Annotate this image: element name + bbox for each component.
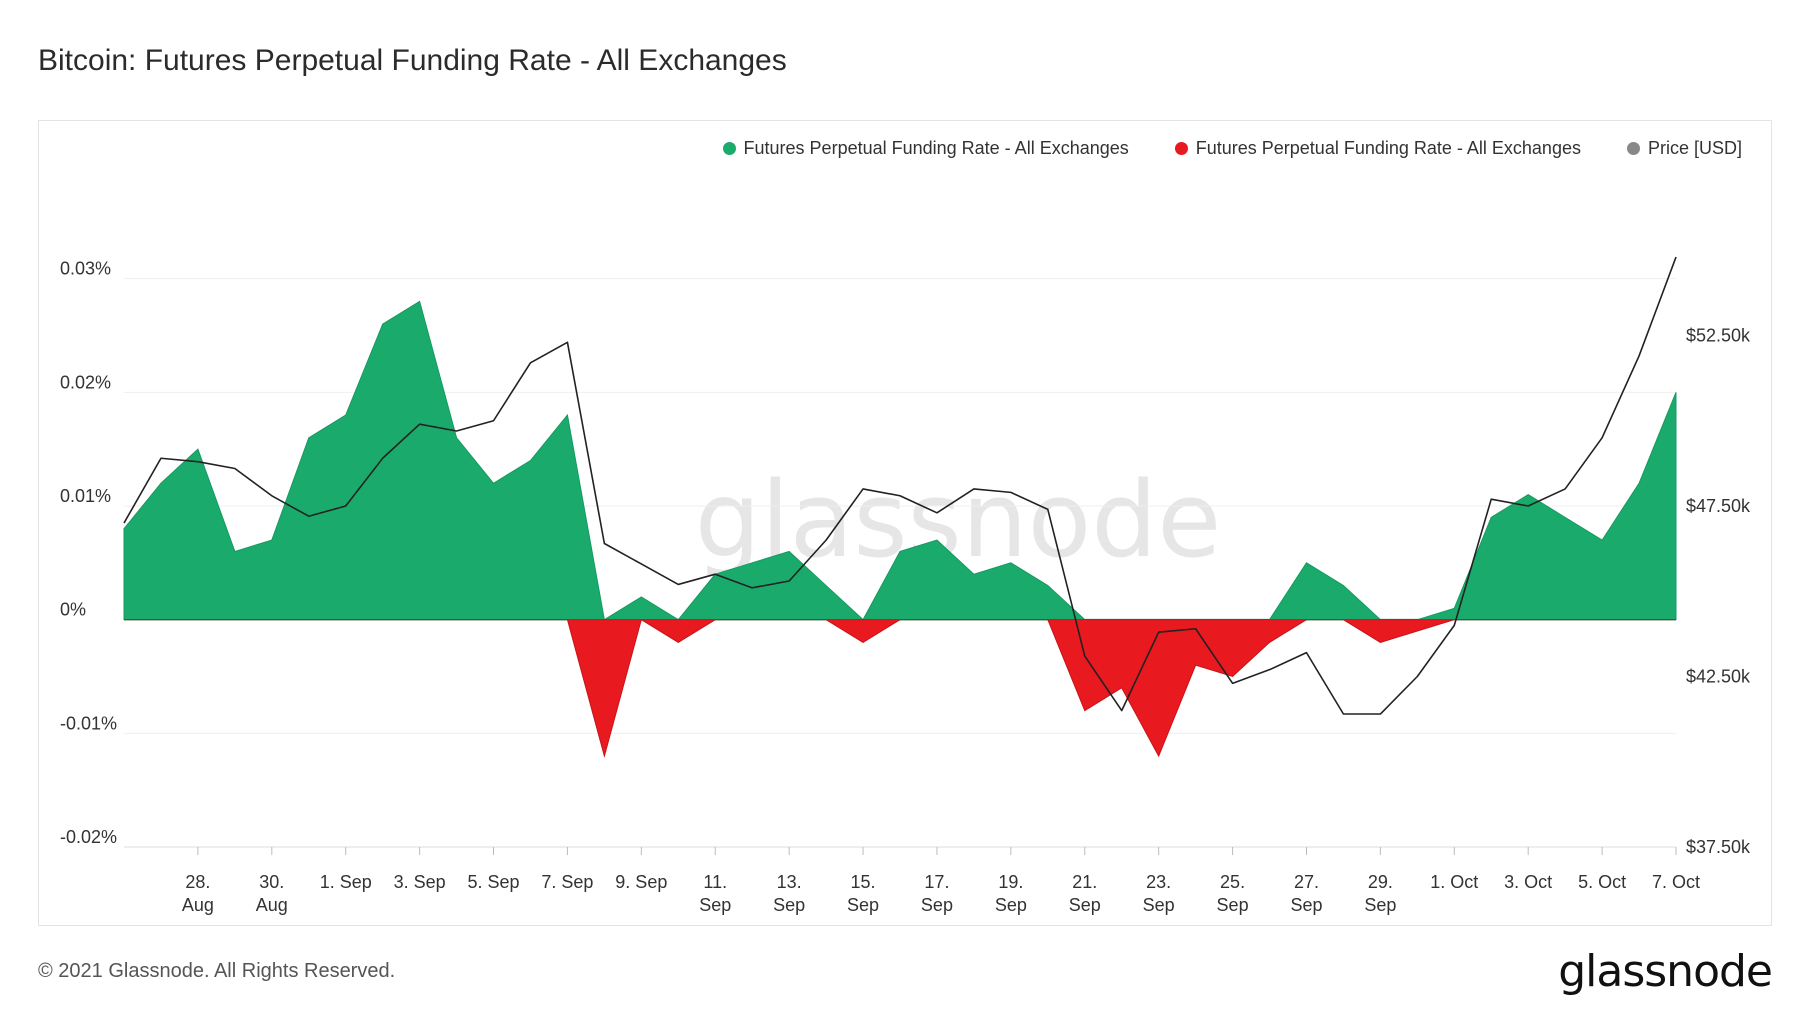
y-left-tick-label: -0.01%: [60, 713, 117, 733]
x-tick-label: 1. Oct: [1430, 872, 1478, 892]
x-tick-label-line2: Sep: [1217, 895, 1249, 915]
x-tick-label: 30.: [259, 872, 284, 892]
funding-negative-area: [124, 618, 1676, 758]
x-tick-label: 17.: [924, 872, 949, 892]
y-right-tick-label: $42.50k: [1686, 667, 1751, 687]
price-line: [123, 256, 1677, 715]
x-tick-label: 25.: [1220, 872, 1245, 892]
x-tick-label: 19.: [998, 872, 1023, 892]
x-tick-label: 9. Sep: [615, 872, 667, 892]
y-left-tick-label: 0%: [60, 600, 86, 620]
y-left-tick-label: 0.01%: [60, 486, 111, 506]
x-tick-label: 7. Oct: [1652, 872, 1700, 892]
y-right-tick-label: $52.50k: [1686, 326, 1751, 346]
legend-item-funding-positive[interactable]: Futures Perpetual Funding Rate - All Exc…: [722, 138, 1129, 159]
x-tick-label-line2: Sep: [1069, 895, 1101, 915]
legend-dot-gray-icon: [1626, 142, 1640, 155]
x-tick-label: 3. Sep: [394, 872, 446, 892]
x-tick-label: 28.: [185, 872, 210, 892]
x-tick-label: 21.: [1072, 872, 1097, 892]
legend-label: Futures Perpetual Funding Rate - All Exc…: [1195, 138, 1581, 158]
page-title: Bitcoin: Futures Perpetual Funding Rate …: [38, 44, 787, 77]
x-tick-label-line2: Sep: [1143, 895, 1175, 915]
x-tick-label: 13.: [777, 872, 802, 892]
x-tick-label-line2: Sep: [699, 895, 731, 915]
y-left-tick-label: 0.02%: [60, 372, 111, 392]
y-axis-left: 0.03% 0.02% 0.01% 0% -0.01% -0.02%: [60, 259, 117, 847]
x-tick-label: 23.: [1146, 872, 1171, 892]
x-tick-label-line2: Sep: [847, 895, 879, 915]
copyright-footer: © 2021 Glassnode. All Rights Reserved.: [38, 960, 396, 982]
x-axis: 28. Aug 30. Aug 1. Sep 3. Sep 5. Sep 7. Sep 9. S…: [124, 846, 1700, 915]
x-tick-label: 29.: [1368, 872, 1393, 892]
legend-dot-green-icon: [722, 142, 736, 155]
legend-label: Futures Perpetual Funding Rate - All Exc…: [743, 138, 1129, 158]
legend-label: Price [USD]: [1647, 138, 1742, 158]
legend-item-price[interactable]: Price [USD]: [1626, 138, 1742, 159]
price-series: [123, 256, 1677, 715]
y-right-tick-label: $37.50k: [1686, 837, 1751, 857]
x-tick-label: 3. Oct: [1504, 872, 1552, 892]
y-axis-right: $52.50k $47.50k $42.50k $37.50k: [1686, 326, 1751, 858]
chart-frame: [38, 120, 1772, 926]
x-tick-label-line2: Sep: [1364, 895, 1396, 915]
x-tick-label-line2: Sep: [1290, 895, 1322, 915]
x-tick-label-line2: Aug: [182, 895, 214, 915]
x-tick-label-line2: Aug: [256, 895, 288, 915]
x-tick-label-line2: Sep: [773, 895, 805, 915]
x-tick-label: 5. Oct: [1578, 872, 1626, 892]
x-tick-label: 7. Sep: [541, 872, 593, 892]
x-tick-label-line2: Sep: [921, 895, 953, 915]
x-tick-label: 5. Sep: [468, 872, 520, 892]
x-tick-label: 1. Sep: [320, 872, 372, 892]
legend-item-funding-negative[interactable]: Futures Perpetual Funding Rate - All Exc…: [1174, 138, 1581, 159]
x-tick-label: 15.: [851, 872, 876, 892]
glassnode-logo[interactable]: glassnode: [1558, 946, 1773, 997]
y-left-tick-label: 0.03%: [60, 259, 111, 279]
y-right-tick-label: $47.50k: [1686, 496, 1751, 516]
legend-dot-red-icon: [1174, 142, 1188, 155]
x-tick-label: 27.: [1294, 872, 1319, 892]
y-left-tick-label: -0.02%: [60, 827, 117, 847]
chart-legend: Futures Perpetual Funding Rate - All Exc…: [722, 138, 1742, 159]
x-tick-label-line2: Sep: [995, 895, 1027, 915]
x-tick-label: 11.: [703, 872, 727, 892]
